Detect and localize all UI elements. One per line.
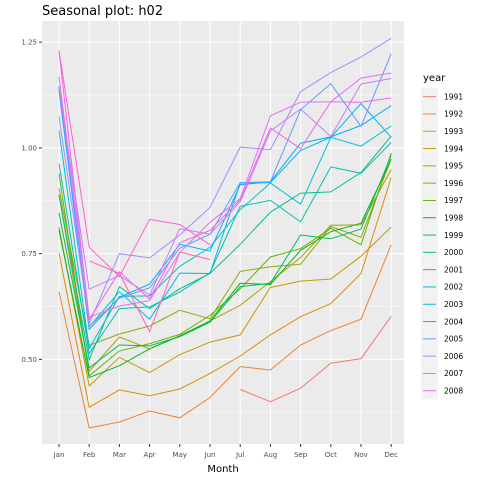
series-line-1996	[58, 158, 392, 347]
x-tick-label: Oct	[325, 451, 337, 459]
legend-label-2008: 2008	[444, 386, 463, 395]
y-tick-label: 1.00	[21, 144, 37, 152]
series-line-1992	[58, 244, 392, 429]
legend-label-2002: 2002	[444, 283, 463, 292]
x-tick-label: Dec	[384, 451, 398, 459]
y-tick-label: 0.50	[21, 356, 37, 364]
x-tick-label: Sep	[294, 451, 308, 459]
legend-label-1999: 1999	[444, 231, 463, 240]
series-line-2008	[58, 72, 392, 318]
x-tick-label: Nov	[354, 451, 368, 459]
legend-label-2000: 2000	[444, 248, 463, 257]
legend: year 1991 1992 1993 1994 1995 1996 1997 1998 199…	[421, 73, 463, 400]
series-line-1999	[58, 155, 392, 369]
legend-label-1998: 1998	[444, 213, 463, 222]
legend-label-2005: 2005	[444, 335, 463, 344]
series-line-2011	[89, 251, 211, 333]
y-tick-label: 0.75	[21, 250, 37, 258]
legend-label-1992: 1992	[444, 110, 463, 119]
legend-key-background	[421, 88, 438, 400]
x-tick-label: Jan	[53, 451, 65, 459]
legend-title: year	[423, 73, 446, 84]
x-tick-label: Mar	[113, 451, 126, 459]
series-line-1998	[58, 159, 392, 379]
series-line-1993	[58, 177, 392, 408]
series-line-2005	[58, 53, 392, 328]
series-line-2006	[58, 37, 392, 326]
series-line-2009	[58, 50, 392, 322]
legend-label-2004: 2004	[444, 317, 463, 326]
legend-label-2001: 2001	[444, 265, 463, 274]
series-line-2001	[58, 142, 392, 355]
legend-label-1991: 1991	[444, 92, 463, 101]
series-line-2003	[58, 87, 392, 328]
x-tick-label: May	[173, 451, 187, 459]
legend-label-2003: 2003	[444, 300, 463, 309]
x-tick-label: Aug	[264, 451, 278, 459]
legend-label-1993: 1993	[444, 127, 463, 136]
legend-label-1996: 1996	[444, 179, 463, 188]
x-tick-label: Apr	[144, 451, 156, 459]
legend-label-2006: 2006	[444, 352, 463, 361]
series-line-1995	[58, 169, 392, 373]
series-line-2000	[58, 135, 392, 362]
series-line-1994	[58, 226, 392, 387]
legend-label-1994: 1994	[444, 144, 463, 153]
legend-label-2007: 2007	[444, 369, 463, 378]
series-line-2007	[58, 78, 392, 296]
y-axis: 0.50 0.75 1.00 1.25	[21, 39, 42, 364]
x-axis-label: Month	[207, 464, 238, 475]
x-axis: Jan Feb Mar Apr May Jun Jul Aug Sep Oct Nov Dec	[53, 444, 398, 459]
series-lines	[58, 37, 392, 429]
y-tick-label: 1.25	[21, 39, 37, 47]
legend-label-1995: 1995	[444, 162, 463, 171]
series-line-1991	[240, 316, 392, 403]
series-line-2010	[58, 50, 211, 278]
chart-title: Seasonal plot: h02	[42, 4, 163, 19]
x-tick-label: Jul	[235, 451, 245, 459]
legend-label-1997: 1997	[444, 196, 463, 205]
x-tick-label: Jun	[204, 451, 216, 459]
x-tick-label: Feb	[83, 451, 96, 459]
